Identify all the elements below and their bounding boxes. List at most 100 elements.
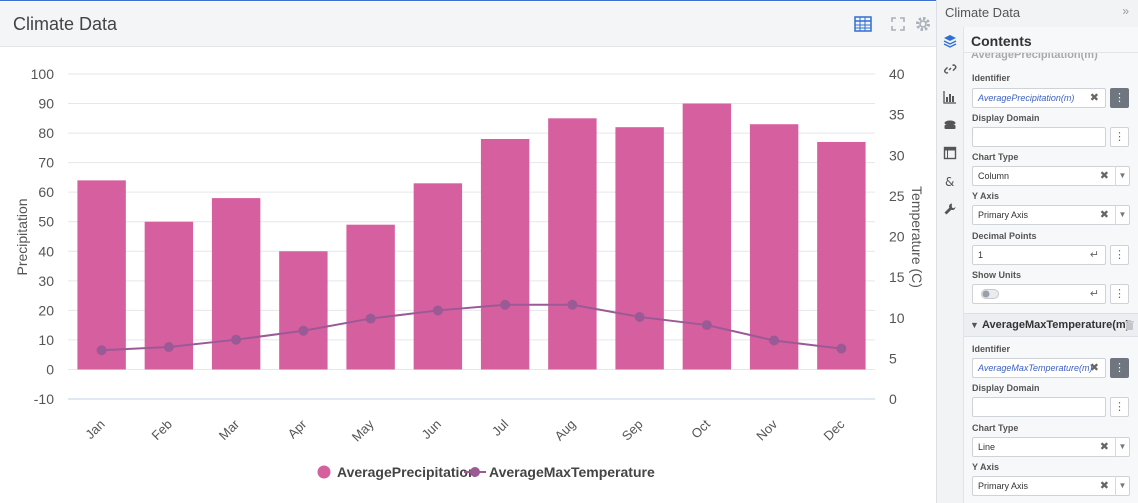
contents-header: Contents	[964, 27, 1138, 53]
collapse-panel-icon[interactable]: »	[1122, 4, 1129, 18]
y-tick-label: 80	[38, 125, 54, 141]
decimal-points-input[interactable]: 1 ↵	[972, 245, 1106, 265]
line-layer	[96, 299, 847, 356]
identifier-input[interactable]: AveragePrecipitation(m) ✖	[972, 88, 1106, 108]
settings-rail: &	[937, 30, 963, 503]
display-domain-input[interactable]	[972, 397, 1106, 417]
chart-type-value: Column	[978, 171, 1010, 181]
more-options-button[interactable]: ⋮	[1110, 88, 1129, 108]
chart-canvas: -10 0 10 20 30 40 50 60 70 80 90 100 0 5 10 15 20 25 30 35 4…	[14, 66, 925, 480]
clear-icon[interactable]: ✖	[1089, 92, 1099, 104]
chevron-down-icon[interactable]: ▼	[1115, 166, 1129, 186]
svg-text:&: &	[945, 175, 954, 188]
y2-tick-label: 10	[889, 310, 905, 326]
bar-apr	[279, 251, 328, 370]
display-domain-input[interactable]	[972, 127, 1106, 147]
display-domain-label: Display Domain	[972, 113, 1040, 123]
chart-type-value: Line	[978, 442, 996, 452]
x-tick-label: Jun	[419, 417, 444, 442]
legend-swatch-temperature	[470, 467, 480, 477]
table-view-icon[interactable]	[854, 15, 872, 33]
y-axis-title: Precipitation	[14, 198, 30, 275]
expand-icon[interactable]	[889, 15, 907, 33]
y2-tick-label: 35	[889, 107, 905, 123]
trash-icon[interactable]	[1125, 320, 1134, 330]
enter-icon[interactable]: ↵	[1089, 249, 1099, 261]
bar-jul	[480, 139, 530, 370]
chart-panel: Climate Data -10 0 10 20 30 40 50 60 70 80 90 100 0	[0, 0, 936, 480]
identifier-value: AverageMaxTemperature(m)	[978, 363, 1093, 373]
x-tick-label: Apr	[285, 416, 310, 441]
y-axis-value: Primary Axis	[978, 210, 1029, 220]
identifier-label: Identifier	[972, 344, 1011, 354]
chart-header: Climate Data	[0, 2, 936, 47]
clear-icon[interactable]: ✖	[1099, 441, 1109, 453]
section-header-temperature[interactable]: ▼ AverageMaxTemperature(m)	[964, 313, 1138, 337]
identifier-input[interactable]: AverageMaxTemperature(m) ✖	[972, 358, 1106, 378]
y-tick-label: 90	[38, 96, 54, 112]
legend-swatch-precipitation	[317, 465, 331, 479]
more-options-button[interactable]: ⋮	[1110, 284, 1129, 304]
x-tick-label: Oct	[688, 416, 713, 441]
y-tick-label: 70	[38, 155, 54, 171]
more-options-button[interactable]: ⋮	[1110, 358, 1129, 378]
y-tick-label: 100	[31, 66, 55, 82]
y2-tick-label: 20	[889, 229, 905, 245]
gear-icon[interactable]	[914, 15, 932, 33]
y-axis-label: Y Axis	[972, 462, 1000, 472]
clear-icon[interactable]: ✖	[1099, 480, 1109, 492]
bar-nov	[749, 124, 799, 370]
ampersand-icon[interactable]: &	[943, 174, 957, 188]
chart-icon[interactable]	[943, 90, 957, 104]
collapse-arrow-icon[interactable]: ▼	[970, 320, 979, 330]
y-axis-select[interactable]: Primary Axis ✖ ▼	[972, 476, 1130, 496]
contents-panel: AveragePrecipitation(m) Contents Identif…	[963, 27, 1138, 503]
chevron-down-icon[interactable]: ▼	[1115, 205, 1129, 225]
point-apr	[298, 325, 309, 336]
chevron-down-icon[interactable]: ▼	[1115, 437, 1129, 457]
display-domain-label: Display Domain	[972, 383, 1040, 393]
clear-icon[interactable]: ✖	[1099, 209, 1109, 221]
clear-icon[interactable]: ✖	[1099, 170, 1109, 182]
database-icon[interactable]	[943, 118, 957, 132]
y2-tick-label: 15	[889, 269, 905, 285]
y-tick-label: 50	[38, 214, 54, 230]
point-mar	[231, 334, 242, 345]
chart-title: Climate Data	[13, 14, 118, 34]
x-tick-label: Sep	[619, 417, 646, 444]
x-tick-label: Mar	[216, 416, 243, 443]
chart-type-label: Chart Type	[972, 423, 1019, 433]
chevron-down-icon[interactable]: ▼	[1115, 476, 1129, 496]
chart-type-select[interactable]: Line ✖ ▼	[972, 437, 1130, 457]
y-tick-label: -10	[34, 391, 54, 407]
chart-type-select[interactable]: Column ✖ ▼	[972, 166, 1130, 186]
enter-icon[interactable]: ↵	[1089, 288, 1099, 300]
point-oct	[701, 320, 712, 331]
layers-icon[interactable]	[943, 34, 957, 48]
wrench-icon[interactable]	[943, 202, 957, 216]
settings-panel: Climate Data » &	[936, 0, 1138, 503]
show-units-toggle[interactable]	[981, 289, 999, 299]
y2-tick-label: 30	[889, 147, 905, 163]
y-tick-label: 10	[38, 332, 54, 348]
table-icon[interactable]	[943, 146, 957, 160]
y-tick-label: 60	[38, 184, 54, 200]
decimal-points-label: Decimal Points	[972, 231, 1037, 241]
link-icon[interactable]	[943, 62, 957, 76]
bar-sep	[615, 127, 664, 370]
more-options-button[interactable]: ⋮	[1110, 127, 1129, 147]
y2-tick-label: 5	[889, 350, 897, 366]
more-options-button[interactable]: ⋮	[1110, 245, 1129, 265]
point-dec	[836, 343, 847, 354]
y-tick-label: 30	[38, 273, 54, 289]
y2-axis-title: Temperature (C)	[909, 186, 925, 288]
clear-icon[interactable]: ✖	[1089, 362, 1099, 374]
y-tick-label: 0	[46, 361, 54, 377]
decimal-points-value: 1	[978, 250, 984, 260]
more-options-button[interactable]: ⋮	[1110, 397, 1129, 417]
y-axis-select[interactable]: Primary Axis ✖ ▼	[972, 205, 1130, 225]
x-tick-label: Feb	[149, 417, 175, 443]
bar-layer	[77, 103, 866, 370]
grid-layer	[68, 73, 875, 400]
